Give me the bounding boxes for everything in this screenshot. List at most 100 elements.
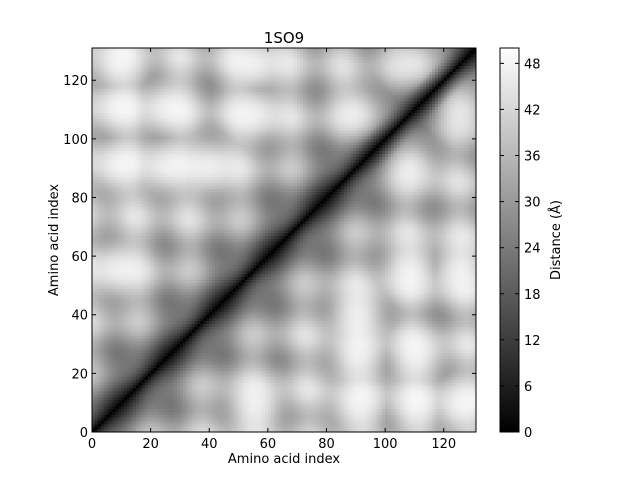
heatmap-cell — [417, 364, 421, 368]
heatmap-cell — [127, 408, 131, 412]
heatmap-cell — [332, 426, 336, 430]
heatmap-cell — [358, 320, 363, 324]
heatmap-cell — [440, 323, 445, 327]
heatmap-cell — [288, 364, 292, 368]
heatmap-cell — [405, 379, 409, 383]
heatmap-cell — [329, 355, 333, 360]
heatmap-cell — [344, 402, 348, 407]
heatmap-cell — [320, 393, 324, 398]
heatmap-cell — [156, 352, 160, 357]
heatmap-cell — [92, 344, 96, 348]
heatmap-cell — [349, 370, 354, 374]
heatmap-cell — [247, 344, 251, 348]
heatmap-cell — [358, 326, 363, 330]
heatmap-cell — [314, 426, 319, 430]
heatmap-cell — [367, 373, 371, 377]
heatmap-cell — [92, 320, 96, 324]
heatmap-cell — [440, 382, 445, 386]
heatmap-cell — [291, 370, 295, 374]
heatmap-cell — [97, 379, 102, 383]
heatmap-cell — [118, 346, 122, 351]
heatmap-cell — [303, 361, 307, 365]
heatmap-cell — [92, 399, 96, 404]
heatmap-cell — [218, 399, 222, 404]
heatmap-cell — [156, 393, 160, 398]
heatmap-cell — [329, 373, 333, 377]
heatmap-cell — [256, 396, 260, 401]
heatmap-cell — [220, 399, 225, 404]
heatmap-cell — [153, 352, 157, 357]
heatmap-cell — [232, 376, 237, 380]
heatmap-cell — [402, 376, 407, 380]
heatmap-cell — [141, 420, 146, 424]
heatmap-cell — [256, 335, 260, 339]
heatmap-cell — [355, 367, 360, 371]
heatmap-cell — [370, 320, 374, 324]
heatmap-cell — [402, 402, 407, 407]
heatmap-cell — [470, 367, 474, 371]
heatmap-cell — [379, 408, 383, 412]
heatmap-cell — [308, 382, 313, 386]
heatmap-cell — [332, 423, 336, 427]
heatmap-cell — [305, 408, 310, 412]
heatmap-cell — [218, 420, 222, 424]
heatmap-cell — [273, 332, 278, 336]
heatmap-cell — [329, 402, 333, 407]
heatmap-cell — [414, 370, 418, 374]
heatmap-cell — [420, 332, 424, 336]
heatmap-cell — [341, 385, 345, 389]
heatmap-cell — [417, 341, 421, 345]
heatmap-cell — [159, 349, 163, 354]
heatmap-cell — [332, 373, 336, 377]
heatmap-cell — [305, 320, 310, 324]
heatmap-cell — [473, 405, 477, 409]
heatmap-cell — [347, 326, 351, 330]
heatmap-cell — [141, 399, 146, 404]
heatmap-cell — [414, 323, 418, 327]
heatmap-cell — [276, 329, 280, 333]
heatmap-cell — [259, 402, 263, 407]
heatmap-cell — [449, 385, 453, 389]
heatmap-cell — [344, 405, 348, 409]
heatmap-cell — [320, 335, 324, 339]
heatmap-cell — [270, 382, 275, 386]
heatmap-cell — [174, 408, 178, 412]
heatmap-cell — [305, 364, 310, 368]
heatmap-cell — [279, 402, 283, 407]
heatmap-cell — [297, 373, 301, 377]
heatmap-cell — [153, 373, 157, 377]
heatmap-cell — [250, 414, 254, 418]
heatmap-cell — [220, 390, 225, 395]
heatmap-cell — [197, 408, 201, 412]
heatmap-cell — [273, 361, 278, 365]
heatmap-cell — [200, 405, 204, 409]
heatmap-cell — [223, 385, 228, 389]
heatmap-cell — [414, 329, 418, 333]
heatmap-cell — [411, 338, 415, 342]
heatmap-cell — [273, 370, 278, 374]
heatmap-cell — [238, 349, 242, 354]
heatmap-cell — [127, 355, 131, 360]
heatmap-cell — [305, 355, 310, 360]
heatmap-cell — [223, 396, 228, 401]
heatmap-cell — [426, 370, 430, 374]
heatmap-cell — [165, 358, 169, 363]
heatmap-cell — [417, 320, 421, 324]
heatmap-cell — [121, 408, 125, 412]
heatmap-cell — [308, 373, 313, 377]
heatmap-cell — [168, 423, 172, 427]
heatmap-cell — [332, 417, 336, 421]
heatmap-cell — [124, 317, 128, 322]
heatmap-cell — [388, 355, 392, 360]
heatmap-cell — [112, 390, 116, 395]
heatmap-cell — [355, 373, 360, 377]
heatmap-cell — [130, 326, 134, 330]
heatmap-cell — [382, 426, 386, 430]
heatmap-cell — [382, 405, 386, 409]
heatmap-cell — [200, 420, 204, 424]
heatmap-cell — [458, 346, 462, 351]
heatmap-cell — [388, 396, 392, 401]
heatmap-cell — [220, 373, 225, 377]
heatmap-cell — [303, 420, 307, 424]
heatmap-cell — [223, 370, 228, 374]
